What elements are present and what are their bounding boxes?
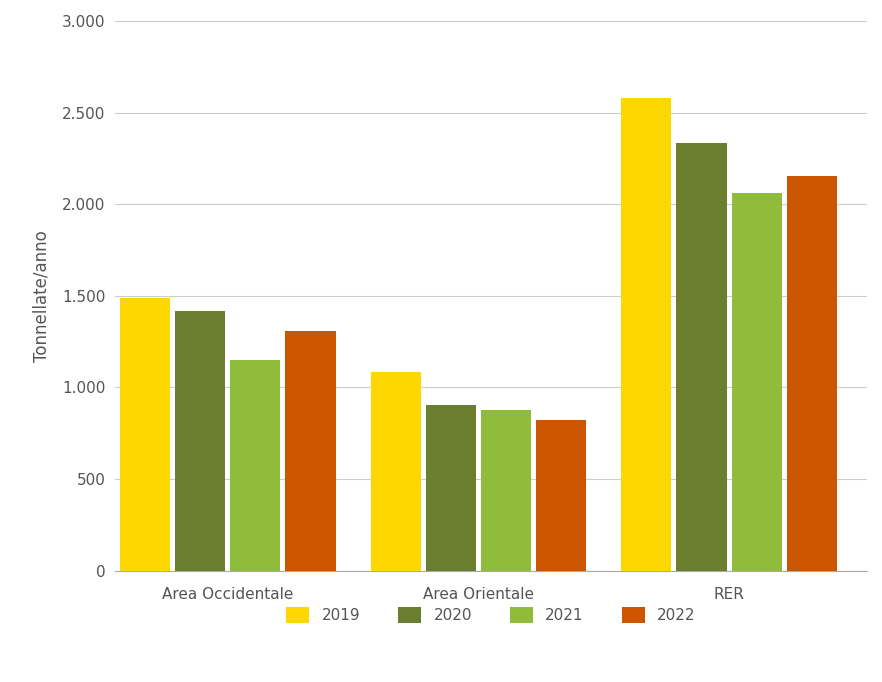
Bar <box>732 193 781 571</box>
Bar <box>370 372 421 571</box>
Bar <box>481 411 531 571</box>
Legend: 2019, 2020, 2021, 2022: 2019, 2020, 2021, 2022 <box>280 601 702 629</box>
Bar <box>426 405 476 571</box>
Bar <box>621 98 671 571</box>
Bar <box>536 420 587 571</box>
Bar <box>286 331 335 571</box>
Bar <box>230 360 280 571</box>
Y-axis label: Tonnellate/anno: Tonnellate/anno <box>33 230 50 361</box>
Bar <box>787 176 837 571</box>
Bar <box>676 143 727 571</box>
Bar <box>176 310 225 571</box>
Bar <box>120 297 170 571</box>
